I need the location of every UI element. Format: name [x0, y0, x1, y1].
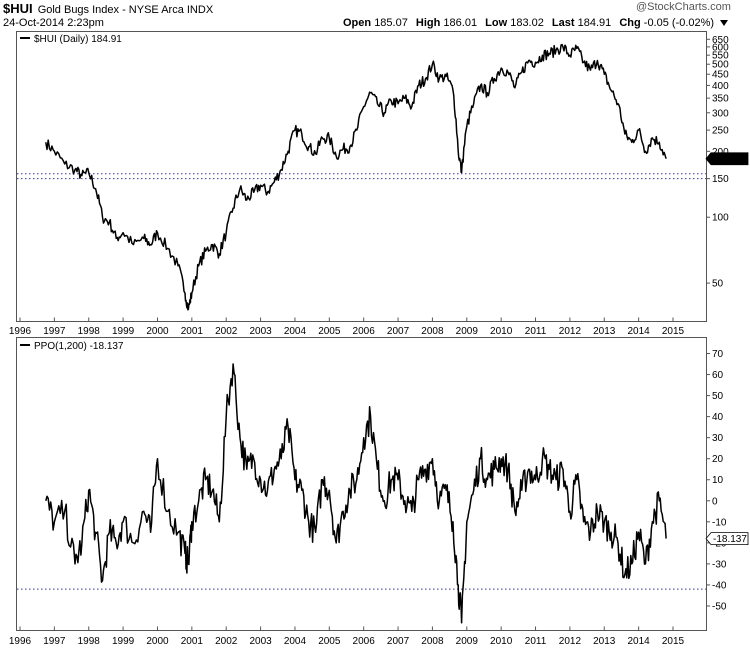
top-xtick-label-2001: 2001 — [181, 326, 204, 337]
bottom-ytick-label-20: 20 — [712, 454, 724, 465]
top-xtick-label-2011: 2011 — [525, 326, 547, 337]
top-xtick-label-2000: 2000 — [146, 326, 169, 337]
top-xtick-label-1997: 1997 — [43, 326, 66, 337]
open-value: 185.07 — [374, 17, 408, 29]
bottom-xtick-label-2003: 2003 — [249, 636, 272, 647]
top-legend-text: $HUI (Daily) 184.91 — [34, 34, 122, 45]
bottom-panel-frame — [16, 337, 707, 631]
bottom-ytick-label-10: 10 — [712, 475, 724, 486]
top-ytick-label-300: 300 — [712, 108, 729, 119]
hui-price-line — [45, 43, 667, 311]
top-axis: 1996 1997 1998 1999 2000 2001 2002 2003 2004 2005… — [9, 35, 729, 337]
top-ytick-label-550: 550 — [712, 51, 729, 62]
top-xtick-label-2008: 2008 — [421, 326, 444, 337]
high-label: High — [415, 17, 441, 29]
top-xtick-label-2012: 2012 — [559, 326, 582, 337]
top-last-badge — [705, 152, 749, 166]
bottom-last-badge — [705, 532, 749, 546]
top-reference-lines — [17, 173, 706, 180]
bottom-ytick-label--50: -50 — [712, 601, 727, 612]
bottom-xtick-label-2014: 2014 — [628, 636, 651, 647]
top-xtick-label-2002: 2002 — [215, 326, 238, 337]
top-ytick-label-400: 400 — [712, 81, 729, 92]
top-ytick-label-150: 150 — [712, 174, 729, 185]
bottom-ytick-label-50: 50 — [712, 391, 724, 402]
bottom-xtick-label-2012: 2012 — [559, 636, 582, 647]
top-panel-frame — [16, 31, 707, 322]
bottom-ytick-label-0: 0 — [712, 496, 718, 507]
chg-label: Chg — [619, 17, 641, 29]
bottom-xtick-label-2009: 2009 — [456, 636, 479, 647]
bottom-xtick-label-1996: 1996 — [9, 636, 32, 647]
top-ytick-label-100: 100 — [712, 213, 729, 224]
bottom-ytick-label-60: 60 — [712, 370, 724, 381]
top-xtick-label-2005: 2005 — [318, 326, 341, 337]
bottom-xtick-label-1999: 1999 — [112, 636, 135, 647]
top-ytick-label-650: 650 — [712, 35, 729, 46]
bottom-xtick-label-2008: 2008 — [421, 636, 444, 647]
top-xtick-label-2006: 2006 — [353, 326, 376, 337]
bottom-legend-text: PPO(1,200) -18.137 — [34, 341, 124, 352]
chg-value: -0.05 (-0.02%) — [643, 17, 715, 29]
index-name: Gold Bugs Index - NYSE Arca INDX — [37, 4, 214, 16]
bottom-xtick-label-2006: 2006 — [353, 636, 376, 647]
top-xtick-label-1996: 1996 — [9, 326, 32, 337]
bottom-xtick-label-1997: 1997 — [43, 636, 66, 647]
bottom-xtick-label-2001: 2001 — [181, 636, 204, 647]
timestamp: 24-Oct-2014 2:23pm — [3, 17, 104, 29]
low-value: 183.02 — [510, 17, 544, 29]
bottom-ytick-label--40: -40 — [712, 580, 727, 591]
top-xtick-label-1998: 1998 — [78, 326, 101, 337]
bottom-axis: 1996 1997 1998 1999 2000 2001 2002 2003 2004 2005… — [9, 349, 727, 647]
top-ytick-label-450: 450 — [712, 70, 729, 81]
bottom-xtick-label-2007: 2007 — [387, 636, 410, 647]
top-xtick-label-2003: 2003 — [249, 326, 272, 337]
top-ytick-label-50: 50 — [712, 279, 724, 290]
top-xtick-label-2007: 2007 — [387, 326, 410, 337]
bottom-xtick-label-2000: 2000 — [146, 636, 169, 647]
high-value: 186.01 — [443, 17, 478, 29]
dropdown-arrow-icon[interactable] — [720, 20, 729, 27]
bottom-ytick-label--30: -30 — [712, 559, 727, 570]
bottom-last-value-label: -18.137 — [705, 532, 749, 546]
bottom-xtick-label-1998: 1998 — [78, 636, 101, 647]
bottom-ytick-label--10: -10 — [712, 517, 727, 528]
top-last-badge-text: 184.91 — [713, 154, 744, 165]
quote-strip: Open 185.07 High 186.01 Low 183.02 Last … — [343, 17, 729, 29]
top-xtick-label-2009: 2009 — [456, 326, 479, 337]
top-xtick-label-2004: 2004 — [284, 326, 307, 337]
last-value: 184.91 — [577, 17, 612, 29]
top-xtick-label-2013: 2013 — [593, 326, 616, 337]
bottom-ytick-label-30: 30 — [712, 433, 724, 444]
low-label: Low — [485, 17, 508, 29]
top-ytick-label-250: 250 — [712, 126, 729, 137]
last-label: Last — [551, 17, 575, 29]
bottom-xtick-label-2010: 2010 — [490, 636, 513, 647]
symbol: $HUI — [3, 1, 33, 16]
watermark: @StockCharts.com — [636, 1, 731, 13]
bottom-ytick-label-70: 70 — [712, 349, 724, 360]
open-label: Open — [343, 17, 372, 29]
bottom-xtick-label-2011: 2011 — [525, 636, 547, 647]
top-xtick-label-2010: 2010 — [490, 326, 513, 337]
top-xtick-label-2014: 2014 — [628, 326, 651, 337]
bottom-xtick-label-2015: 2015 — [662, 636, 685, 647]
bottom-xtick-label-2004: 2004 — [284, 636, 307, 647]
top-ytick-label-600: 600 — [712, 42, 729, 53]
ppo-line — [45, 363, 667, 624]
bottom-xtick-label-2002: 2002 — [215, 636, 238, 647]
top-ytick-label-350: 350 — [712, 94, 729, 105]
top-last-value-label: 184.91 — [705, 152, 749, 166]
bottom-xtick-label-2013: 2013 — [593, 636, 616, 647]
bottom-last-badge-text: -18.137 — [713, 534, 747, 545]
bottom-ytick-label-40: 40 — [712, 412, 724, 423]
top-ytick-label-200: 200 — [712, 147, 729, 158]
top-xtick-label-1999: 1999 — [112, 326, 135, 337]
top-ytick-label-500: 500 — [712, 60, 729, 71]
bottom-xtick-label-2005: 2005 — [318, 636, 341, 647]
top-xtick-label-2015: 2015 — [662, 326, 685, 337]
